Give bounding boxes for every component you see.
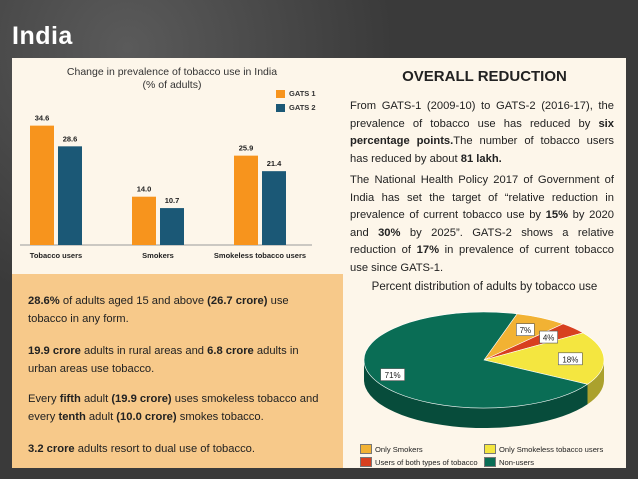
overall-paragraph-2: The National Health Policy 2017 of Gover… bbox=[350, 172, 614, 277]
pie-side-only-smokeless bbox=[587, 360, 604, 405]
p1-six-points: six percentage points. bbox=[350, 117, 614, 148]
pie-label-box-only-smokers bbox=[516, 323, 535, 336]
legend-both-types: Users of both types of tobacco bbox=[360, 457, 478, 467]
p2-text-a: The National Health Policy 2017 of Gover… bbox=[350, 174, 614, 221]
legend-gats2-label: GATS 2 bbox=[289, 103, 316, 112]
p1-81-lakh: 81 lakh. bbox=[460, 152, 502, 165]
pie-label-only-smokers: 7% bbox=[516, 323, 535, 336]
pie-side-non-users bbox=[364, 360, 588, 429]
bar-label-smokers-gats1: 14.0 bbox=[137, 185, 152, 194]
infographic-panel: Change in prevalence of tobacco use in I… bbox=[12, 58, 626, 468]
p2-text-e: by 2025”. GATS-2 shows a relative reduct… bbox=[350, 226, 614, 257]
bar-label-smokeless-users-gats2: 21.4 bbox=[267, 159, 282, 168]
bar-label-smokeless-users-gats1: 25.9 bbox=[239, 144, 254, 153]
fact-3-f: tenth bbox=[58, 411, 86, 423]
pie-chart-area: Percent distribution of adults by tobacc… bbox=[343, 274, 626, 468]
pie-slice-non-users bbox=[363, 311, 589, 409]
bar-smokeless-users-gats1 bbox=[234, 155, 258, 245]
bar-tobacco-users-gats1 bbox=[30, 125, 54, 245]
fact-3-c: adult bbox=[80, 393, 112, 405]
pie-chart-title: Percent distribution of adults by tobacc… bbox=[371, 281, 598, 293]
pie-label-non-users: 71% bbox=[380, 368, 405, 381]
fact-3-b: fifth bbox=[59, 393, 81, 405]
fact-2-c: 6.8 crore bbox=[207, 345, 254, 357]
bar-label-smokers-gats2: 10.7 bbox=[165, 196, 180, 205]
bar-tobacco-users-gats2 bbox=[58, 146, 82, 245]
p2-17pct: 17% bbox=[416, 244, 440, 256]
bar-smokers-gats2 bbox=[160, 208, 184, 245]
bar-smokers-gats1 bbox=[132, 196, 156, 245]
bar-chart-subtitle: (% of adults) bbox=[143, 79, 202, 91]
fact-4-a: 3.2 crore bbox=[28, 443, 75, 455]
bar-smokeless-users-gats2 bbox=[262, 171, 286, 245]
bar-category-smokers: Smokers bbox=[142, 251, 174, 260]
fact-1-a: 28.6% bbox=[28, 295, 60, 307]
legend-only-smokers: Only Smokers bbox=[360, 444, 423, 454]
fact-2: 19.9 crore adults in rural areas and 6.8… bbox=[28, 342, 328, 378]
fact-1-b: of adults aged 15 and above bbox=[59, 295, 208, 307]
bar-chart-title: Change in prevalence of tobacco use in I… bbox=[67, 66, 277, 78]
pie-label-only-smokeless: 18% bbox=[558, 352, 583, 366]
pie-label-both-types: 4% bbox=[539, 330, 558, 344]
legend-only-smokeless-label: Only Smokeless tobacco users bbox=[499, 444, 604, 454]
legend-both-types-swatch bbox=[360, 457, 372, 467]
overall-reduction-title: OVERALL REDUCTION bbox=[402, 68, 567, 85]
slide-title: India bbox=[12, 22, 73, 50]
bar-chart-area: Change in prevalence of tobacco use in I… bbox=[12, 58, 332, 268]
fact-1-d: use tobacco in any form. bbox=[28, 295, 289, 325]
bar-category-smokeless-users: Smokeless tobacco users bbox=[214, 251, 306, 260]
p2-text-c: by 2020 and bbox=[350, 209, 614, 239]
fact-4: 3.2 crore adults resort to dual use of t… bbox=[28, 440, 328, 458]
pie-chart: 7% 4% 18% 71% bbox=[363, 311, 605, 429]
legend-non-users-label: Non-users bbox=[499, 457, 535, 467]
p1-text-a: From GATS-1 (2009-10) to GATS-2 (2016-17… bbox=[350, 100, 614, 130]
bar-category-tobacco-users: Tobacco users bbox=[30, 251, 82, 260]
legend-both-types-label: Users of both types of tobacco bbox=[375, 457, 478, 467]
fact-2-b: adults in rural areas and bbox=[80, 345, 208, 357]
legend-only-smokers-swatch bbox=[360, 444, 372, 454]
legend-only-smokeless: Only Smokeless tobacco users bbox=[484, 444, 603, 454]
pie-label-text-only-smokeless: 18% bbox=[562, 355, 578, 364]
fact-2-d: adults in urban areas use tobacco. bbox=[28, 345, 299, 375]
p2-30pct: 30% bbox=[378, 226, 401, 239]
pie-label-text-only-smokers: 7% bbox=[520, 326, 532, 335]
fact-3-d: (19.9 crore) bbox=[111, 393, 172, 405]
fact-4-b: adults resort to dual use of tobacco. bbox=[74, 443, 256, 455]
legend-non-users-swatch bbox=[484, 457, 496, 467]
legend-only-smokeless-swatch bbox=[484, 444, 496, 454]
fact-2-a: 19.9 crore bbox=[28, 345, 81, 357]
bar-label-tobacco-users-gats2: 28.6 bbox=[63, 134, 78, 143]
legend-gats1-swatch bbox=[276, 89, 285, 98]
fact-3: Every fifth adult (19.9 crore) uses smok… bbox=[28, 390, 328, 426]
p1-text-c: The number of tobacco users has reduced … bbox=[350, 135, 615, 165]
fact-3-a: Every bbox=[28, 393, 60, 405]
fact-3-e: uses smokeless tobacco and every bbox=[28, 393, 319, 423]
legend-gats2-swatch bbox=[276, 103, 285, 112]
fact-3-i: smokes tobacco. bbox=[176, 411, 264, 423]
p2-text-g: in prevalence of current tobacco use sin… bbox=[350, 244, 615, 274]
pie-label-text-both-types: 4% bbox=[543, 334, 555, 343]
legend-gats2: GATS 2 bbox=[276, 103, 316, 112]
overall-paragraph-1: From GATS-1 (2009-10) to GATS-2 (2016-17… bbox=[350, 98, 614, 168]
fact-1: 28.6% of adults aged 15 and above (26.7 … bbox=[28, 292, 328, 328]
fact-3-g: adult bbox=[85, 411, 117, 423]
legend-only-smokers-label: Only Smokers bbox=[375, 444, 423, 454]
fact-1-c: (26.7 crore) bbox=[207, 295, 268, 307]
pie-label-box-only-smokeless bbox=[558, 352, 583, 366]
p2-15pct: 15% bbox=[545, 209, 569, 221]
pie-label-text-non-users: 71% bbox=[385, 371, 401, 380]
pie-label-box-both-types bbox=[539, 330, 558, 344]
facts-section: 28.6% of adults aged 15 and above (26.7 … bbox=[12, 274, 343, 468]
pie-slice-only-smokeless bbox=[483, 332, 605, 385]
pie-label-box-non-users bbox=[380, 368, 405, 381]
overall-reduction-section: OVERALL REDUCTION From GATS-1 (2009-10) … bbox=[343, 58, 626, 274]
legend-gats1-label: GATS 1 bbox=[289, 89, 316, 98]
legend-non-users: Non-users bbox=[484, 457, 534, 467]
fact-3-h: (10.0 crore) bbox=[116, 411, 177, 423]
bar-chart: Change in prevalence of tobacco use in I… bbox=[20, 66, 312, 260]
bar-label-tobacco-users-gats1: 34.6 bbox=[35, 114, 50, 123]
legend-gats1: GATS 1 bbox=[276, 89, 316, 98]
